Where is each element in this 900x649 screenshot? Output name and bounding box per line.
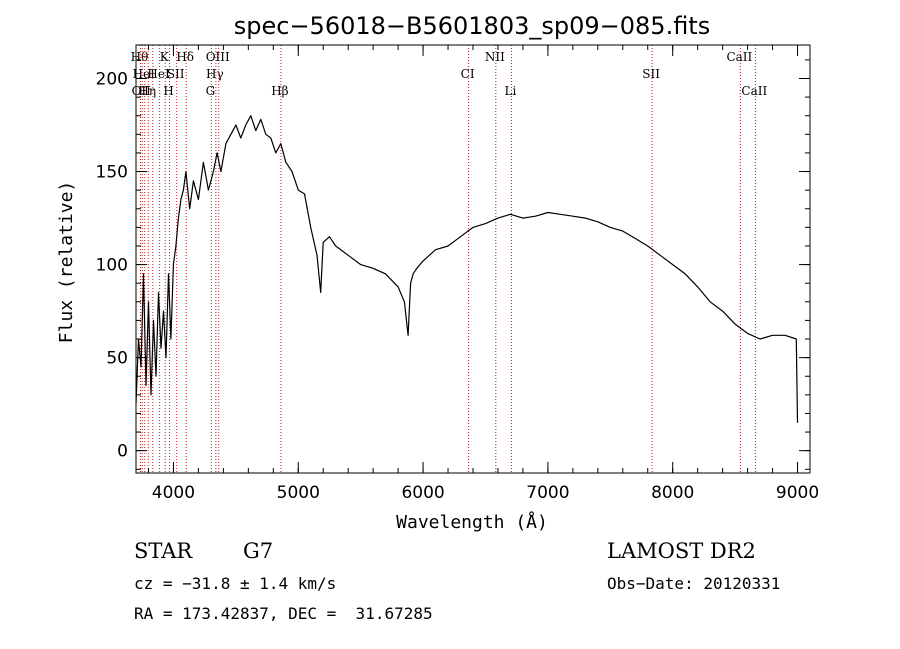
x-tick-label: 9000 [776,483,819,503]
y-axis-ticks: 0 50 100 150 200 [96,59,810,470]
y-tick-label: 150 [96,163,128,183]
spectral-line-label: Li [505,84,517,98]
object-subclass: G7 [243,539,274,563]
survey-name: LAMOST DR2 [607,539,756,563]
spectral-line-label: HeI [147,67,170,81]
y-tick-label: 0 [117,442,128,462]
x-axis-label: Wavelength (Å) [396,511,548,533]
x-tick-label: 5000 [277,483,320,503]
x-tick-label: 6000 [401,483,444,503]
redshift-velocity: cz = −31.8 ± 1.4 km/s [134,574,337,593]
sky-coordinates: RA = 173.42837, DEC = 31.67285 [134,604,433,623]
spectral-line-label: HeI [133,67,156,81]
spectral-line-label: Hγ [206,67,224,81]
spectral-line-label: CaII [726,50,752,64]
spectral-line-label: Hβ [271,84,288,98]
spectral-line-label: NII [485,50,505,64]
spectral-line-label: Hδ [176,50,194,64]
spectral-line-label: Hθ [131,50,149,64]
chart-title: spec−56018−B5601803_sp09−085.fits [234,12,710,40]
y-tick-label: 50 [106,349,128,369]
spectral-line-label: SII [642,67,660,81]
x-tick-label: 8000 [651,483,694,503]
observation-date: Obs−Date: 20120331 [607,574,781,593]
spectral-line-markers: HθOIIHeIHηHeIKHSIIHδGHγOIIIHβCINIILiSIIC… [131,45,767,473]
spectrum-line [135,115,799,423]
spectral-line-label: CaII [741,84,767,98]
object-class: STAR [134,539,193,563]
spectrum-series [135,115,799,423]
x-tick-label: 4000 [152,483,195,503]
spectral-line-label: K [160,50,170,64]
y-axis-label: Flux (relative) [56,181,77,344]
y-tick-label: 200 [96,69,128,89]
spectral-line-label: Hη [138,84,156,98]
plot-frame [135,44,811,474]
plot-axes [135,44,811,474]
spectral-line-label: SII [167,67,185,81]
x-axis-ticks: 4000 5000 6000 7000 8000 9000 [147,45,819,503]
spectral-line-label: H [163,84,173,98]
x-tick-label: 7000 [526,483,569,503]
spectral-line-label: G [206,84,216,98]
y-tick-label: 100 [96,256,128,276]
spectral-line-label: OIII [206,50,230,64]
spectral-line-label: CI [461,67,475,81]
